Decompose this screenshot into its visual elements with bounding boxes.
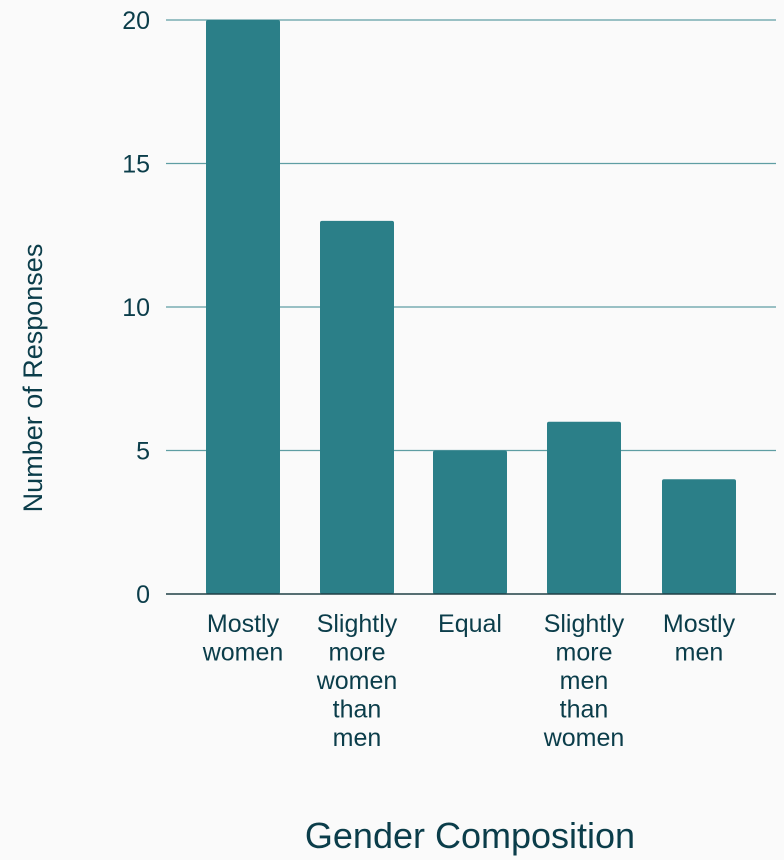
x-tick-label: Mostly women — [202, 610, 284, 667]
x-tick-label: Slightly more women than men — [316, 610, 398, 752]
x-tick-label-line: than — [560, 696, 609, 724]
x-tick-label-line: men — [675, 639, 724, 667]
bar — [547, 421, 621, 594]
bar — [320, 220, 394, 594]
x-tick-label-line: men — [333, 724, 382, 752]
bar — [433, 450, 507, 594]
bars — [206, 20, 736, 594]
y-tick-label: 10 — [122, 294, 150, 322]
x-tick-label-line: Slightly — [544, 610, 625, 638]
x-tick-label-line: women — [543, 724, 625, 752]
y-tick-label: 15 — [122, 151, 150, 179]
x-tick-label-line: Equal — [438, 610, 502, 638]
bar — [206, 20, 280, 594]
x-tick-label: Slightly more men than women — [543, 610, 625, 752]
x-tick-label-line: men — [560, 667, 609, 695]
x-tick-label: Mostly men — [663, 610, 736, 667]
x-tick-label-line: more — [329, 639, 386, 667]
x-tick-label-line: women — [202, 639, 284, 667]
x-tick-label-line: women — [316, 667, 398, 695]
y-tick-label: 5 — [136, 438, 150, 466]
y-tick-label: 20 — [122, 7, 150, 35]
x-axis-title: Gender Composition — [305, 815, 635, 856]
x-tick-label-line: Mostly — [663, 610, 736, 638]
x-tick-label: Equal — [438, 610, 502, 638]
x-tick-label-line: Slightly — [317, 610, 398, 638]
y-tick-labels: 0 5 10 15 20 — [122, 7, 150, 609]
x-tick-label-line: Mostly — [207, 610, 280, 638]
y-tick-label: 0 — [136, 581, 150, 609]
bar — [662, 479, 736, 594]
x-tick-label-line: than — [333, 696, 382, 724]
x-tick-label-line: more — [556, 639, 613, 667]
y-axis-title: Number of Responses — [18, 244, 48, 513]
